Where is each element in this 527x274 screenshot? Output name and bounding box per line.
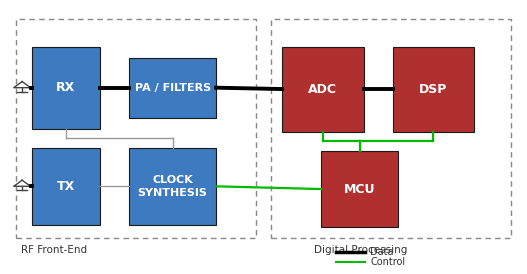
Bar bbox=[129, 58, 216, 118]
Bar bbox=[393, 47, 474, 132]
Bar bbox=[32, 148, 100, 225]
Text: Data: Data bbox=[370, 247, 394, 257]
Bar bbox=[32, 47, 100, 129]
Text: TX: TX bbox=[57, 180, 75, 193]
Text: ADC: ADC bbox=[308, 82, 337, 96]
Bar bbox=[321, 151, 398, 227]
Text: DSP: DSP bbox=[419, 82, 447, 96]
Text: Digital Processing: Digital Processing bbox=[314, 245, 407, 255]
Text: Control: Control bbox=[370, 257, 406, 267]
Bar bbox=[16, 19, 256, 238]
Bar bbox=[271, 19, 511, 238]
Text: RX: RX bbox=[56, 81, 75, 94]
Text: PA / FILTERS: PA / FILTERS bbox=[134, 83, 211, 93]
Bar bbox=[282, 47, 364, 132]
Bar bbox=[129, 148, 216, 225]
Text: MCU: MCU bbox=[344, 182, 375, 196]
Text: RF Front-End: RF Front-End bbox=[21, 245, 87, 255]
Text: CLOCK
SYNTHESIS: CLOCK SYNTHESIS bbox=[138, 175, 208, 198]
